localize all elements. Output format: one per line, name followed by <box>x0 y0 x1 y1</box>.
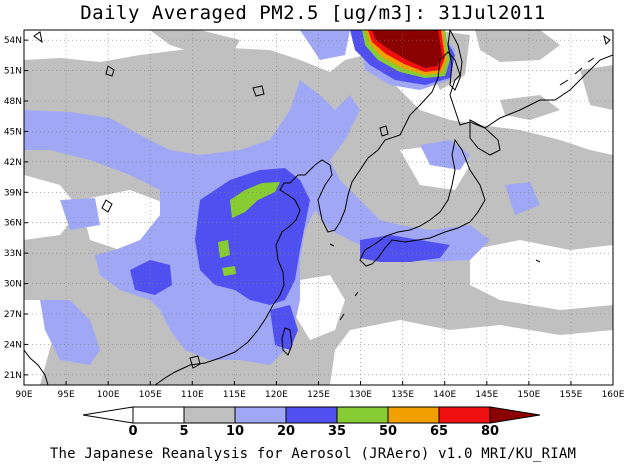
lon-tick-label: 150E <box>517 390 540 400</box>
lon-tick-label: 145E <box>475 390 498 400</box>
lon-tick-label: 135E <box>391 390 414 400</box>
lat-tick-label: 21N <box>4 371 22 381</box>
lon-tick-label: 110E <box>181 390 204 400</box>
lon-tick-label: 140E <box>433 390 456 400</box>
lon-tick-label: 105E <box>139 390 162 400</box>
longitude-axis: 90E 95E 100E 105E 110E 115E 120E 125E 130E 135E 14… <box>15 381 625 400</box>
lat-tick-label: 51N <box>4 67 22 77</box>
colorbar-right-arrow <box>489 406 541 424</box>
colorbar-label: 80 <box>481 424 499 439</box>
colorbar-label: 50 <box>379 424 397 439</box>
lat-tick-label: 24N <box>4 340 22 350</box>
map-title: Daily Averaged PM2.5 [ug/m3]: 31Jul2011 <box>80 2 546 24</box>
colorbar-label: 5 <box>179 424 188 439</box>
colorbar-segment <box>438 406 491 424</box>
lon-tick-label: 125E <box>307 390 330 400</box>
lat-tick-label: 33N <box>4 249 22 259</box>
lat-tick-label: 45N <box>4 127 22 137</box>
lat-tick-label: 30N <box>4 280 22 290</box>
credit-line: The Japanese Reanalysis for Aerosol (JRA… <box>49 446 577 462</box>
colorbar: 0 5 10 20 35 50 65 80 <box>82 406 541 439</box>
colorbar-label: 10 <box>226 424 244 439</box>
lon-tick-label: 120E <box>265 390 288 400</box>
lat-tick-label: 48N <box>4 97 22 107</box>
lon-tick-label: 130E <box>349 390 372 400</box>
level-80-plus <box>372 30 442 68</box>
colorbar-segment <box>336 406 389 424</box>
colorbar-segment <box>234 406 287 424</box>
lat-tick-label: 54N <box>4 36 22 46</box>
lon-tick-label: 90E <box>15 390 32 400</box>
lat-tick-label: 27N <box>4 310 22 320</box>
lat-tick-label: 39N <box>4 188 22 198</box>
colorbar-segment <box>285 406 338 424</box>
lat-tick-label: 42N <box>4 158 22 168</box>
colorbar-segment <box>183 406 236 424</box>
colorbar-label: 35 <box>328 424 346 439</box>
latitude-axis: 21N 24N 27N 30N 33N 36N 39N 42N 45N 48N 51N 54N <box>4 36 28 381</box>
lon-tick-label: 115E <box>223 390 246 400</box>
lon-tick-label: 100E <box>97 390 120 400</box>
concentration-field <box>24 30 613 385</box>
colorbar-label: 0 <box>128 424 137 439</box>
colorbar-label: 65 <box>430 424 448 439</box>
lat-tick-label: 36N <box>4 219 22 229</box>
colorbar-segment <box>132 406 185 424</box>
lon-tick-label: 160E <box>602 390 625 400</box>
coastlines <box>24 30 613 385</box>
lon-tick-label: 155E <box>559 390 582 400</box>
colorbar-label: 20 <box>277 424 295 439</box>
colorbar-left-arrow <box>82 406 134 424</box>
lon-tick-label: 95E <box>58 390 75 400</box>
colorbar-segment <box>387 406 440 424</box>
